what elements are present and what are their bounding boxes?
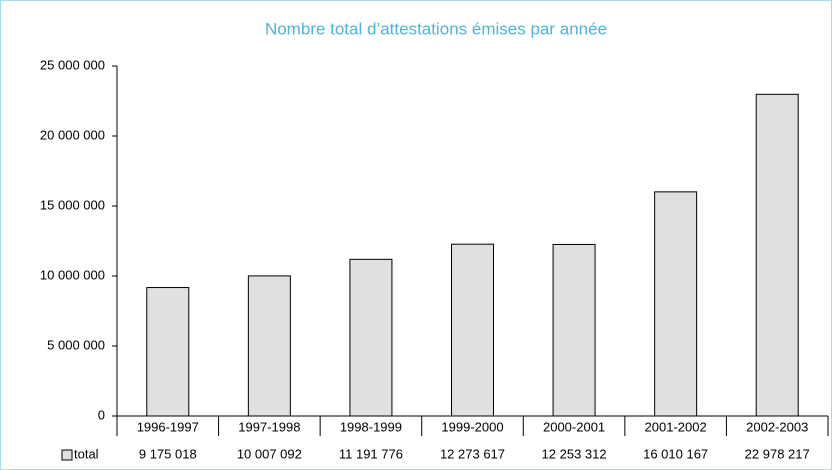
table-value: 11 191 776 [339,446,403,461]
y-tick-label: 25 000 000 [40,57,105,72]
chart-title: Nombre total d’attestations émises par a… [265,19,607,38]
table-value: 9 175 018 [139,446,197,461]
bar [552,243,596,417]
legend-label: total [74,446,99,461]
bar [146,287,190,417]
bar [755,93,799,417]
x-tick-label: 1997-1998 [238,419,300,434]
y-tick-label: 15 000 000 [40,197,105,212]
x-tick-label: 2001-2002 [645,419,707,434]
table-value: 16 010 167 [643,446,708,461]
y-tick-label: 20 000 000 [40,127,105,142]
bar [247,275,291,417]
x-tick-label: 1996-1997 [137,419,199,434]
bar [451,243,494,417]
legend-swatch [61,449,73,461]
table-value: 12 253 312 [542,446,607,461]
x-tick-label: 2000-2001 [543,419,605,434]
x-tick-label: 1998-1999 [340,419,402,434]
x-tick-label: 2002-2003 [746,419,808,434]
table-value: 22 978 217 [745,446,810,461]
bar [654,191,698,417]
y-tick-label: 0 [98,407,105,422]
x-tick-label: 1999-2000 [441,419,503,434]
table-value: 10 007 092 [237,446,302,461]
y-tick-label: 5 000 000 [47,337,105,352]
y-tick-label: 10 000 000 [40,267,105,282]
table-value: 12 273 617 [440,446,505,461]
bar [349,258,393,417]
